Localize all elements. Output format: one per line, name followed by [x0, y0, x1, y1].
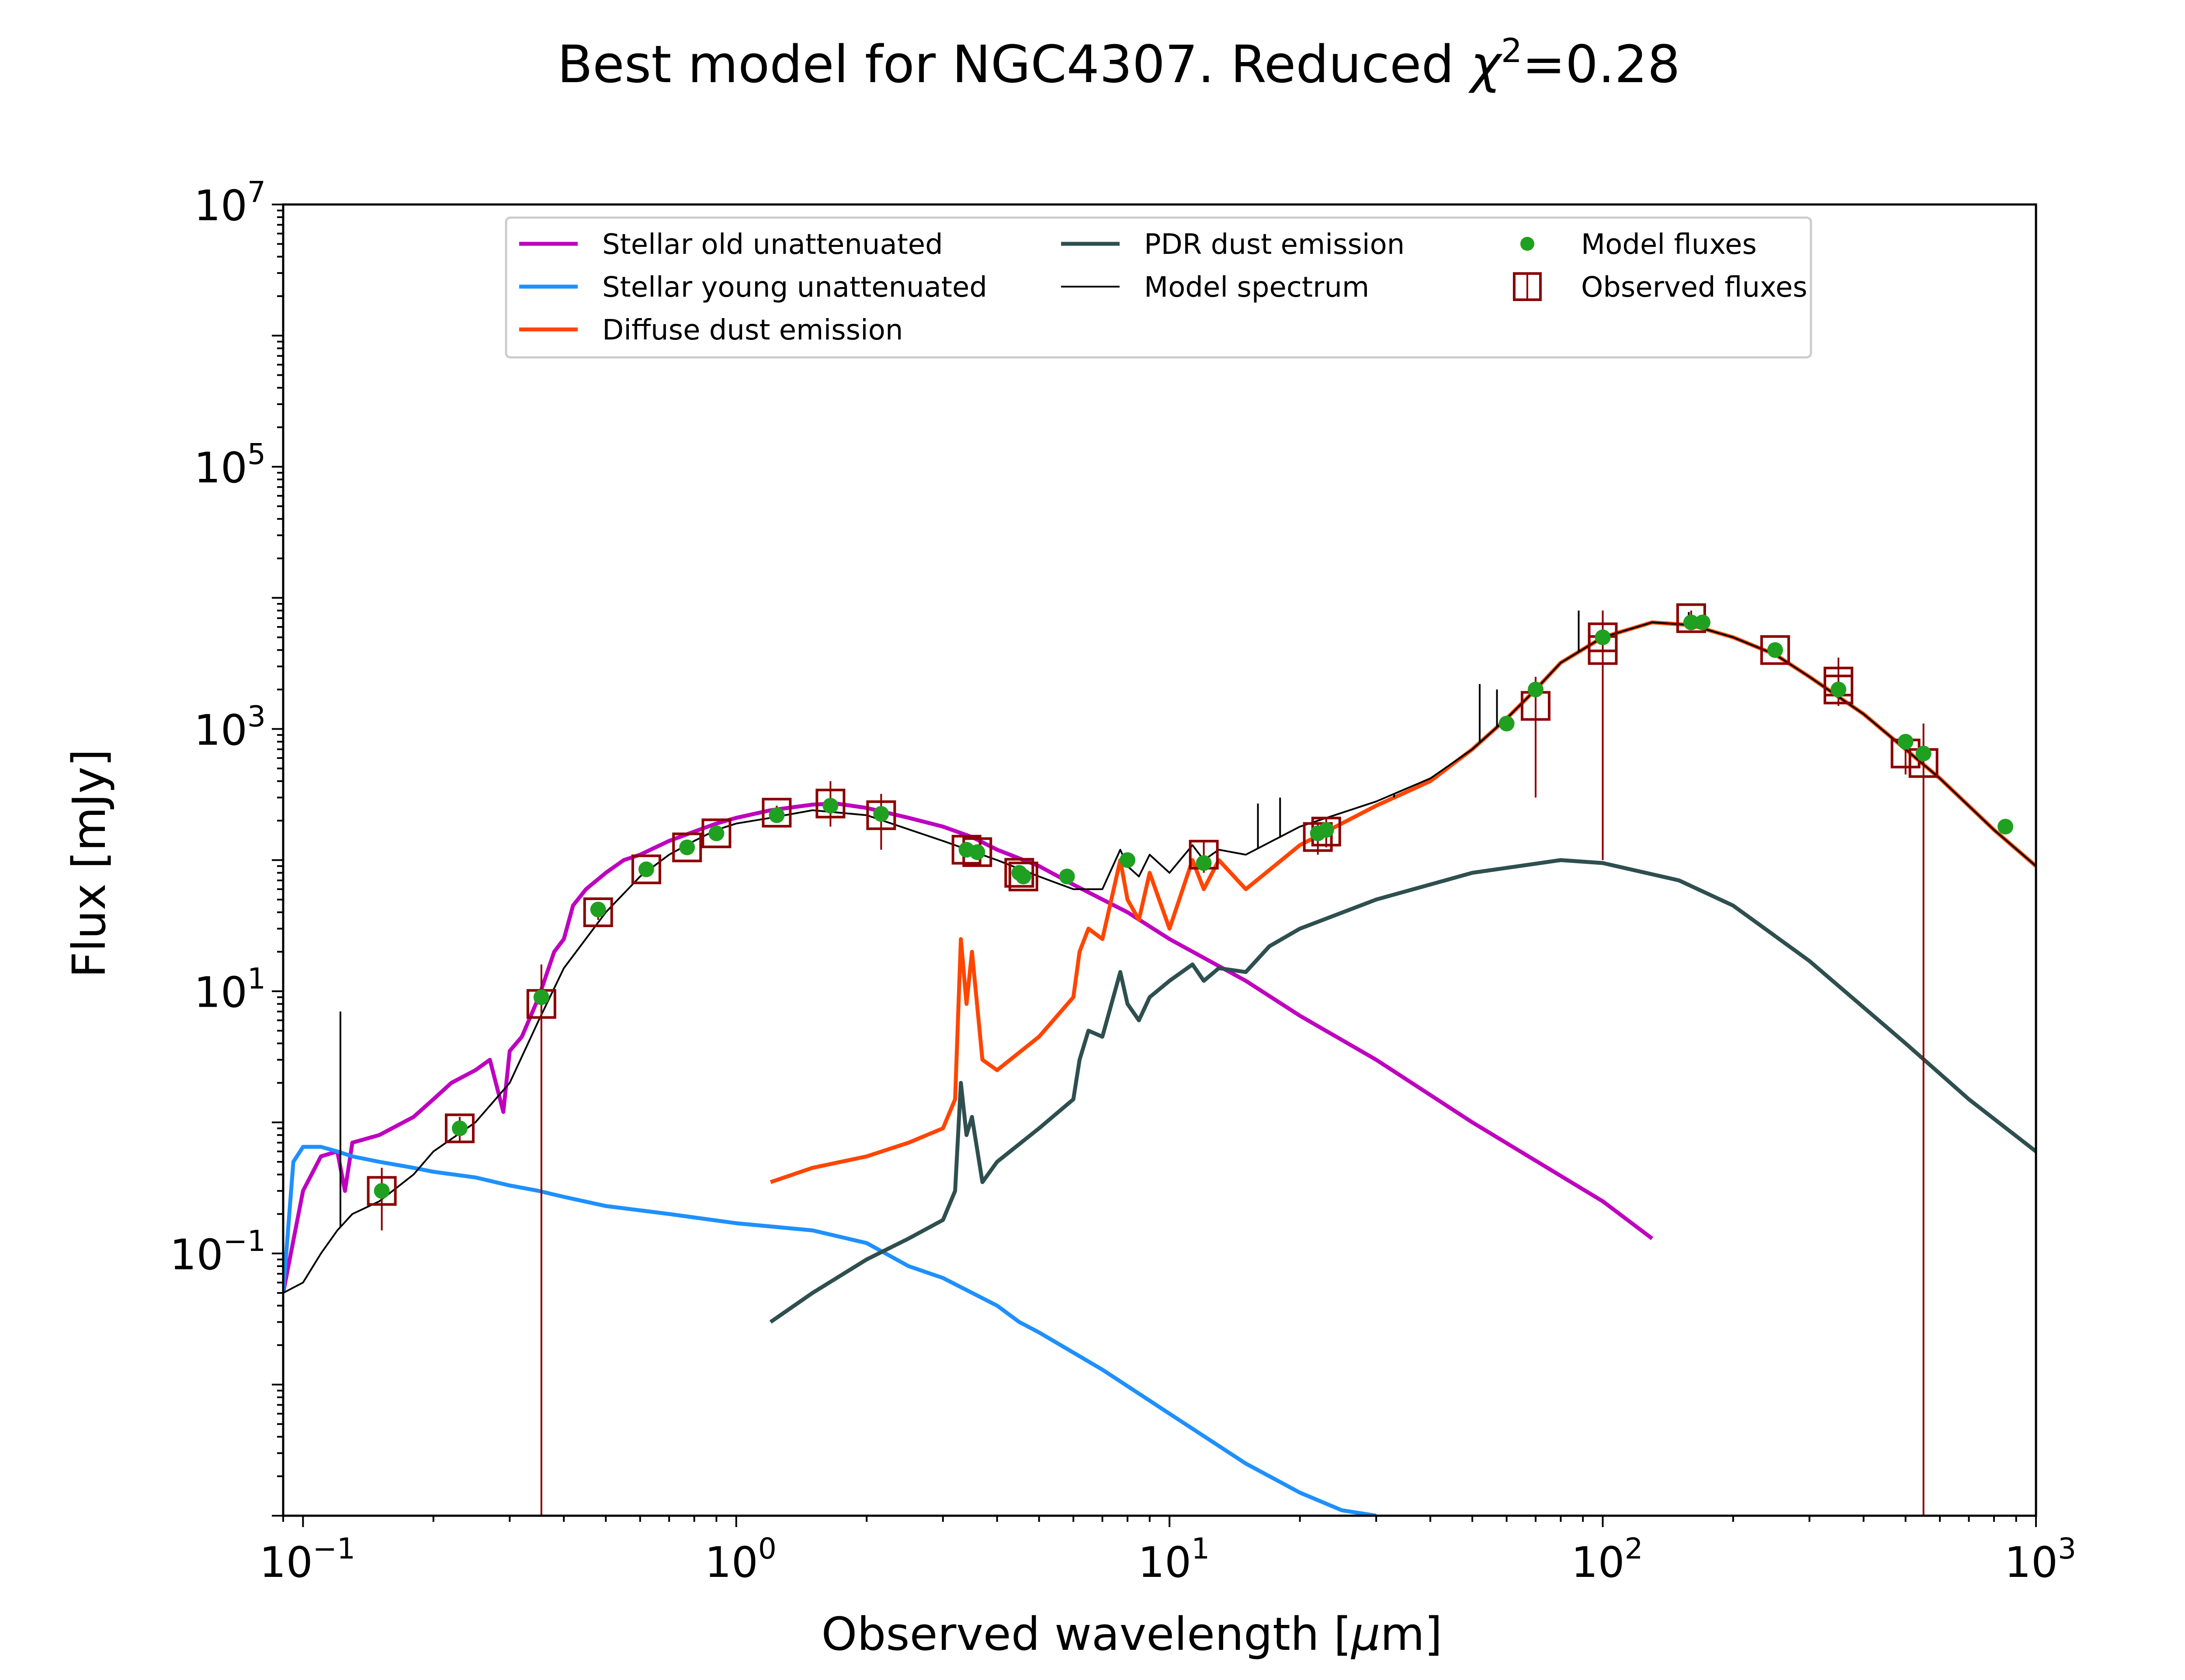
model-flux-point: [1915, 745, 1932, 762]
legend-box: [505, 216, 1812, 359]
observed-flux-marker: [583, 897, 613, 927]
x-tick-label: 100: [705, 1532, 777, 1587]
model-flux-point: [638, 861, 654, 877]
legend: Stellar old unattenuated Stellar young un…: [505, 216, 1812, 359]
model-flux-point: [1528, 682, 1544, 698]
x-tick-label-base: 10: [1138, 1538, 1191, 1587]
y-tick-label-exp: 5: [247, 437, 266, 471]
y-tick-label: 105: [194, 437, 266, 492]
observed-flux-marker: [1008, 861, 1038, 891]
chart-title-exp: 2: [1501, 31, 1522, 70]
x-axis-label: Observed wavelength [μm]: [822, 1607, 1443, 1661]
y-tick-label-base: 10: [194, 181, 247, 230]
series-line-stellar-young-unattenuated: [283, 1145, 1377, 1516]
x-tick-label-exp: −1: [313, 1532, 355, 1566]
legend-label-observed-fluxes: Observed fluxes: [1581, 271, 1807, 304]
model-flux-point: [1683, 614, 1699, 630]
observed-flux-marker: [1823, 675, 1853, 705]
model-flux-point: [708, 825, 725, 842]
model-flux-point: [679, 839, 695, 856]
legend-label-model-spectrum: Model spectrum: [1144, 271, 1369, 304]
points-layer: [367, 603, 2014, 1516]
series-line-model-spectrum: [283, 621, 2036, 1294]
y-tick-label-base: 10: [194, 706, 247, 755]
x-tick-label-exp: 0: [758, 1532, 777, 1566]
observed-flux-marker: [1588, 622, 1618, 652]
model-flux-point: [822, 797, 839, 814]
model-flux-point: [1830, 682, 1846, 698]
observed-flux-marker: [1760, 635, 1790, 665]
legend-label-pdr-dust-emission: PDR dust emission: [1144, 229, 1405, 261]
x-tick-label: 101: [1138, 1532, 1210, 1587]
model-flux-point: [1318, 822, 1334, 838]
observed-flux-marker: [1004, 858, 1034, 888]
model-flux-point: [873, 806, 889, 822]
series-line-pdr-dust-emission: [769, 858, 2036, 1324]
y-tick-label-base: 10: [170, 1230, 223, 1279]
y-tick-label: 10−1: [170, 1224, 266, 1279]
model-flux-point: [1196, 855, 1212, 871]
observed-flux-marker: [815, 789, 846, 819]
y-tick-label-exp: 3: [247, 700, 266, 733]
observed-flux-marker: [367, 1176, 397, 1206]
observed-flux-marker: [762, 797, 792, 828]
observed-flux-marker: [444, 1113, 475, 1143]
model-flux-point: [590, 901, 606, 918]
observed-flux-marker: [866, 800, 896, 830]
legend-label-stellar-young-unattenuated: Stellar young unattenuated: [602, 271, 987, 304]
model-flux-point: [1897, 734, 1914, 750]
x-tick-label-base: 10: [260, 1538, 313, 1587]
model-flux-point: [1015, 868, 1031, 884]
legend-label-stellar-old-unattenuated: Stellar old unattenuated: [602, 229, 943, 261]
model-flux-point: [1998, 818, 2014, 835]
x-tick-label: 10−1: [260, 1532, 355, 1587]
x-tick-label-base: 10: [705, 1538, 758, 1587]
x-tick-label-base: 10: [2005, 1538, 2058, 1587]
y-tick-label-base: 10: [194, 443, 247, 492]
chart-title: Best model for NGC4307. Reduced χ2=0.28: [557, 31, 1680, 94]
x-tick-label-base: 10: [1571, 1538, 1625, 1587]
x-axis-label-mu: μ: [1350, 1607, 1380, 1661]
observed-flux-marker: [1303, 822, 1333, 852]
x-tick-label: 103: [2005, 1532, 2076, 1587]
x-tick-label-exp: 2: [1625, 1532, 1643, 1566]
model-flux-point: [1498, 715, 1515, 731]
chart-title-value: =0.28: [1522, 34, 1680, 94]
x-tick-label-exp: 3: [2058, 1532, 2076, 1566]
observed-flux-marker: [672, 832, 702, 863]
y-tick-label: 103: [194, 700, 266, 755]
observed-flux-marker: [701, 818, 732, 849]
model-flux-point: [1120, 852, 1136, 868]
model-flux-point: [374, 1183, 390, 1199]
model-flux-point: [451, 1120, 468, 1136]
y-axis-label: Flux [mJy]: [62, 749, 116, 978]
model-flux-point: [1595, 629, 1611, 645]
model-flux-point: [1767, 642, 1783, 658]
chart-title-chi: χ: [1468, 34, 1503, 94]
x-axis-label-unit: m]: [1380, 1607, 1443, 1661]
legend-label-diffuse-dust-emission: Diffuse dust emission: [602, 314, 903, 346]
y-tick-label-exp: 1: [247, 962, 266, 996]
x-tick-label-exp: 1: [1191, 1532, 1210, 1566]
model-flux-point: [1059, 868, 1075, 884]
model-flux-point: [1695, 614, 1711, 630]
y-tick-label: 107: [194, 175, 266, 230]
legend-swatch-model-fluxes: [1520, 237, 1534, 251]
x-axis-label-text: Observed wavelength [: [822, 1607, 1352, 1661]
y-tick-label-base: 10: [194, 968, 247, 1017]
model-flux-point: [969, 844, 985, 860]
y-tick-label-exp: 7: [247, 175, 266, 209]
y-tick-label-exp: −1: [223, 1224, 266, 1258]
observed-flux-marker: [631, 854, 661, 884]
chart-title-main: Best model for NGC4307. Reduced: [557, 34, 1471, 94]
model-flux-point: [533, 989, 549, 1005]
model-flux-point: [769, 807, 785, 823]
x-tick-label: 102: [1571, 1532, 1643, 1587]
legend-label-model-fluxes: Model fluxes: [1581, 229, 1757, 261]
y-tick-label: 101: [194, 962, 266, 1017]
